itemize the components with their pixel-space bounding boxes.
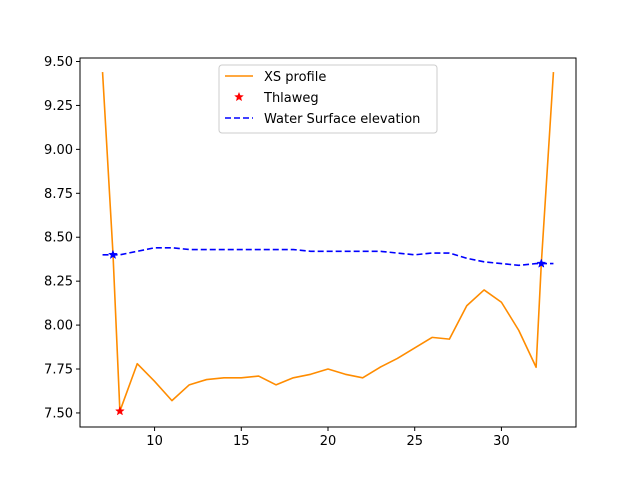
plot-area	[101, 72, 555, 416]
y-tick-label-0: 7.50	[44, 406, 73, 421]
y-tick-label-6: 9.00	[44, 143, 73, 158]
wse-end-marker-1	[536, 258, 547, 268]
axis-ticks: 10 15 20 25 30 7.50 7.75 8.00 8.25 8.50 8.75 9.00 9.…	[44, 55, 510, 449]
x-tick-label-4: 30	[493, 434, 510, 449]
y-tick-label-8: 9.50	[44, 55, 73, 70]
y-tick-label-2: 8.00	[44, 319, 73, 334]
legend-label-thlaweg: Thlaweg	[263, 91, 319, 106]
legend-swatch-thlaweg	[234, 91, 244, 102]
x-tick-label-2: 20	[320, 434, 337, 449]
x-tick-label-0: 10	[146, 434, 163, 449]
y-tick-label-3: 8.25	[44, 275, 73, 290]
legend-label-wse: Water Surface elevation	[264, 112, 420, 127]
legend-star-thlaweg	[234, 91, 244, 102]
series-line-2	[102, 246, 554, 267]
series-line-0	[101, 72, 555, 412]
x-tick-label-3: 25	[406, 434, 423, 449]
y-tick-label-7: 9.25	[44, 99, 73, 114]
legend: XS profile Thlaweg Water Surface elevati…	[218, 64, 438, 134]
y-tick-label-1: 7.75	[44, 363, 73, 378]
x-tick-label-1: 15	[233, 434, 250, 449]
y-tick-label-4: 8.50	[44, 231, 73, 246]
wse-end-marker-0	[107, 249, 118, 260]
legend-box	[218, 64, 438, 134]
y-tick-label-5: 8.75	[44, 187, 73, 202]
thlaweg-marker-0	[114, 405, 125, 416]
legend-label-xs-profile: XS profile	[264, 70, 326, 85]
